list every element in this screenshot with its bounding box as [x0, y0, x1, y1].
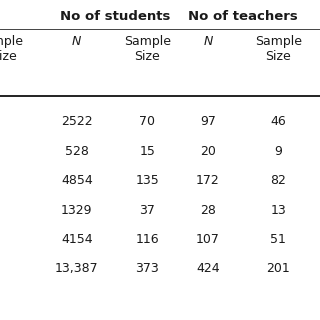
Text: ample
Size: ample Size: [0, 35, 23, 63]
Text: 4154: 4154: [61, 233, 92, 246]
Text: 2522: 2522: [61, 115, 92, 128]
Text: 13,387: 13,387: [55, 262, 99, 276]
Text: 4854: 4854: [61, 174, 93, 187]
Text: Sample
Size: Sample Size: [124, 35, 171, 63]
Text: 20: 20: [200, 145, 216, 158]
Text: 28: 28: [200, 204, 216, 217]
Text: 107: 107: [196, 233, 220, 246]
Text: 135: 135: [135, 174, 159, 187]
Text: 37: 37: [139, 204, 155, 217]
Text: 46: 46: [270, 115, 286, 128]
Text: 82: 82: [270, 174, 286, 187]
Text: 51: 51: [270, 233, 286, 246]
Text: N: N: [203, 35, 213, 48]
Text: 1329: 1329: [61, 204, 92, 217]
Text: 172: 172: [196, 174, 220, 187]
Text: 97: 97: [200, 115, 216, 128]
Text: 116: 116: [135, 233, 159, 246]
Text: 9: 9: [275, 145, 282, 158]
Text: 70: 70: [139, 115, 155, 128]
Text: 424: 424: [196, 262, 220, 276]
Text: 13: 13: [270, 204, 286, 217]
Text: 201: 201: [267, 262, 290, 276]
Text: No of teachers: No of teachers: [188, 10, 298, 23]
Text: 15: 15: [139, 145, 155, 158]
Text: 373: 373: [135, 262, 159, 276]
Text: 528: 528: [65, 145, 89, 158]
Text: N: N: [72, 35, 82, 48]
Text: Sample
Size: Sample Size: [255, 35, 302, 63]
Text: No of students: No of students: [60, 10, 170, 23]
